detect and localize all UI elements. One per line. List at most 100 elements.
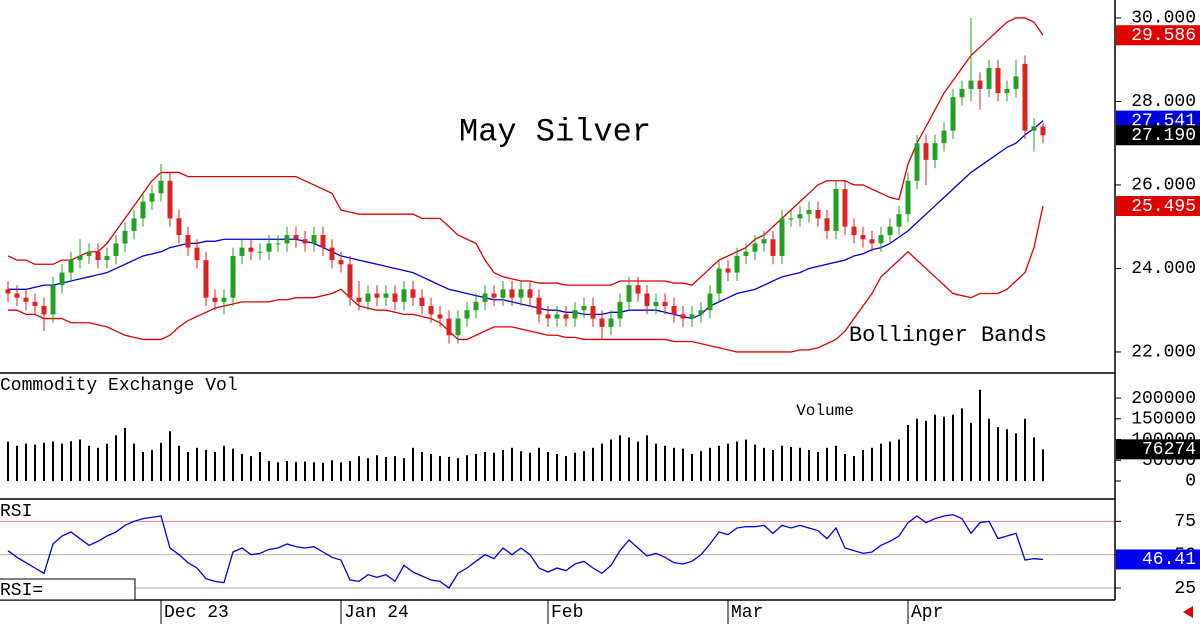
volume-bar xyxy=(133,443,135,481)
candle-body xyxy=(419,297,425,307)
y-tick-label: 28.000 xyxy=(1131,92,1196,112)
volume-bar xyxy=(718,445,720,481)
volume-bar xyxy=(97,447,99,481)
volume-bar xyxy=(853,456,855,481)
volume-bar xyxy=(34,444,36,481)
band-lower xyxy=(8,205,1044,353)
candle-body xyxy=(509,289,515,298)
candle-body xyxy=(1040,126,1046,136)
volume-bar xyxy=(304,461,306,481)
volume-bar xyxy=(376,455,378,481)
candle-body xyxy=(743,251,749,256)
candle-body xyxy=(977,80,983,89)
volume-bar xyxy=(502,449,504,481)
rsi-line xyxy=(7,513,1044,589)
volume-bar xyxy=(331,460,333,481)
volume-bar xyxy=(817,451,819,481)
last-value-label: 25.495 xyxy=(1131,197,1196,217)
candle-body xyxy=(734,255,740,273)
x-tick-label: Dec 23 xyxy=(164,603,229,623)
volume-bar xyxy=(232,448,234,481)
volume-bar xyxy=(979,389,981,481)
candle-body xyxy=(293,235,299,240)
candle-body xyxy=(842,189,848,227)
volume-bar xyxy=(799,447,801,481)
plot-layer: 22.00024.00026.00028.00030.00029.58627.5… xyxy=(0,9,1200,624)
volume-bar xyxy=(565,456,567,481)
candle-body xyxy=(473,301,479,311)
y-tick-label: 24.000 xyxy=(1131,259,1196,279)
candle-body xyxy=(860,235,866,240)
last-value-box xyxy=(1116,439,1200,460)
candle-body xyxy=(878,235,884,244)
volume-bar xyxy=(223,445,225,481)
candle-body xyxy=(131,218,137,231)
volume-bar xyxy=(844,454,846,481)
volume-bar xyxy=(763,447,765,481)
volume-bar xyxy=(538,447,540,481)
candle-body xyxy=(887,226,893,236)
scroll-arrow[interactable] xyxy=(1183,606,1193,618)
volume-bar xyxy=(610,439,612,481)
volume-bar xyxy=(880,443,882,481)
candle-body xyxy=(779,218,785,256)
volume-bar xyxy=(61,443,63,481)
chart-title: May Silver xyxy=(459,113,651,150)
volume-bar xyxy=(79,439,81,481)
volume-bar xyxy=(754,444,756,481)
volume-bar xyxy=(682,448,684,481)
volume-bar xyxy=(826,447,828,481)
band-middle xyxy=(8,120,1044,320)
candle-body xyxy=(14,293,20,298)
candle-body xyxy=(851,226,857,236)
volume-bar xyxy=(115,435,117,481)
candle-body xyxy=(266,243,272,252)
candle-body xyxy=(275,243,281,245)
volume-bar xyxy=(439,456,441,481)
volume-bar xyxy=(547,451,549,481)
candle-body xyxy=(158,180,164,194)
candle-body xyxy=(608,318,614,327)
candle-body xyxy=(248,247,254,252)
candle-body xyxy=(554,314,560,319)
volume-bar xyxy=(340,462,342,481)
last-value-box xyxy=(1116,25,1200,46)
candle-body xyxy=(311,235,317,244)
candle-body xyxy=(122,230,128,244)
volume-bar xyxy=(898,439,900,481)
y-tick-label: 25 xyxy=(1174,579,1196,599)
volume-bar xyxy=(916,418,918,481)
volume-bar xyxy=(1024,418,1026,481)
panel-title: RSI xyxy=(0,502,32,522)
y-tick-label: 75 xyxy=(1174,512,1196,532)
volume-bar xyxy=(655,443,657,481)
volume-bar xyxy=(520,451,522,481)
candle-body xyxy=(167,180,173,219)
volume-bar xyxy=(934,414,936,481)
volume-bar xyxy=(592,447,594,481)
volume-bar xyxy=(412,447,414,481)
candle-body xyxy=(203,260,209,298)
candle-body xyxy=(617,301,623,319)
last-value-box xyxy=(1116,125,1200,146)
candle-body xyxy=(599,318,605,327)
volume-bar xyxy=(907,425,909,481)
x-tick-label: Jan 24 xyxy=(344,603,409,623)
candle-body xyxy=(626,285,632,302)
candle-body xyxy=(365,293,371,302)
volume-bar xyxy=(268,461,270,481)
candle-body xyxy=(581,306,587,311)
candle-body xyxy=(95,251,101,261)
volume-bar xyxy=(745,439,747,481)
y-tick-label: 26.000 xyxy=(1131,176,1196,196)
candle-body xyxy=(221,297,227,302)
candle-body xyxy=(239,247,245,256)
annotation: Bollinger Bands xyxy=(849,323,1047,348)
rsi-readout-box xyxy=(0,578,136,601)
candle-body xyxy=(347,264,353,298)
candle-body xyxy=(392,293,398,302)
candle-body xyxy=(1022,63,1028,131)
y-tick-label: 150000 xyxy=(1131,410,1196,430)
candle-body xyxy=(5,289,11,294)
volume-bar xyxy=(808,449,810,481)
